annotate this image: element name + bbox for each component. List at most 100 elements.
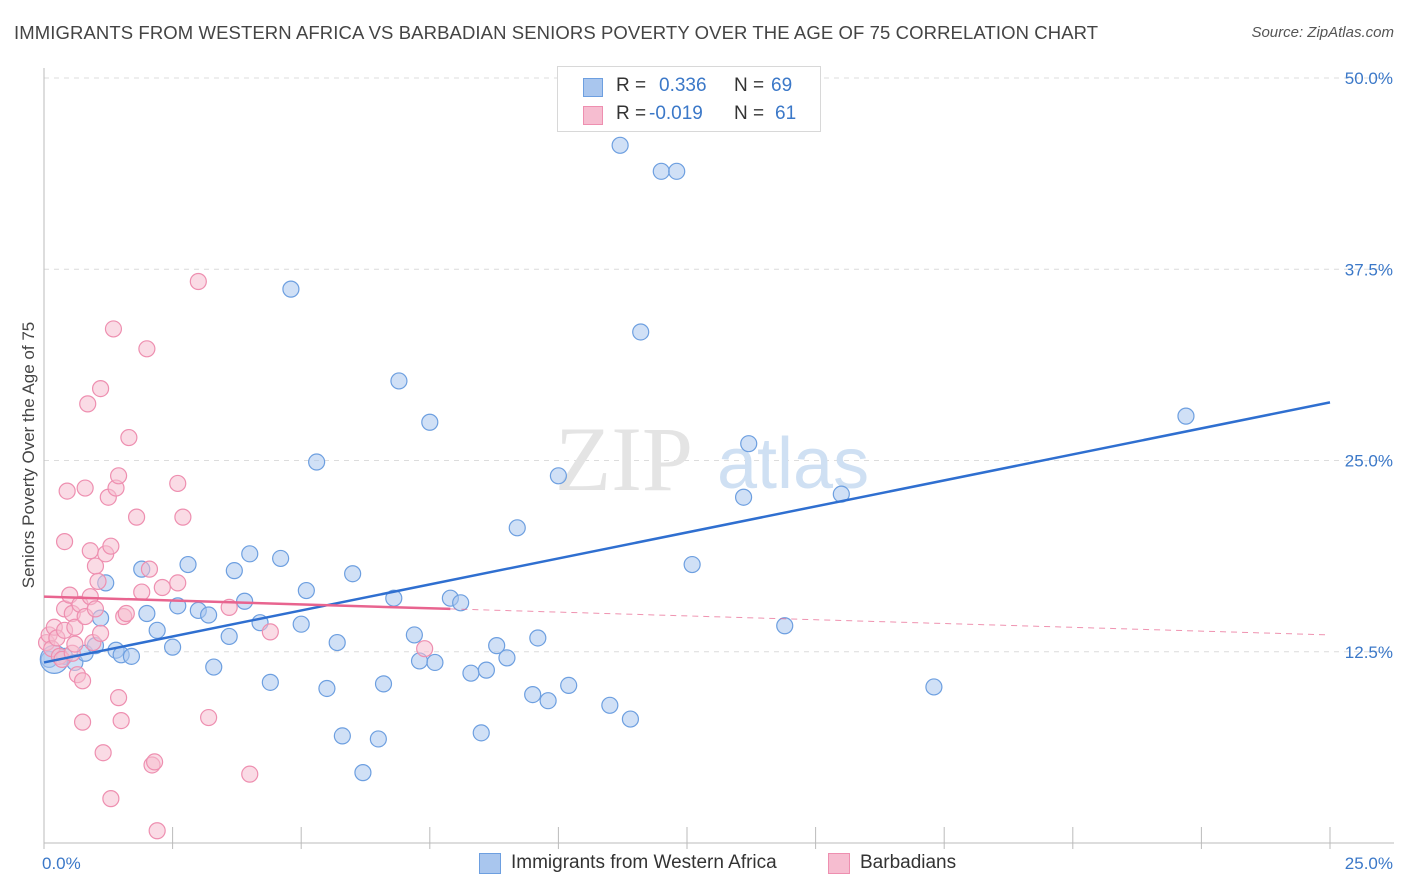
legend-r-label: R = xyxy=(616,75,647,96)
legend-swatch-blue xyxy=(479,853,501,874)
data-point xyxy=(308,453,326,471)
legend-row-western-africa: R = 0.336 N = 69 xyxy=(558,72,820,102)
watermark-zip: ZIP xyxy=(555,408,693,510)
data-point xyxy=(333,727,351,745)
trend-line-barbadians xyxy=(43,595,451,611)
data-point xyxy=(102,790,120,808)
y-tick-label: 50.0% xyxy=(1345,69,1393,88)
data-point xyxy=(426,653,444,672)
data-point xyxy=(354,764,372,782)
data-point xyxy=(120,428,138,447)
data-point xyxy=(282,280,300,298)
data-point xyxy=(76,479,94,497)
data-point xyxy=(104,320,123,338)
data-point xyxy=(421,413,439,431)
data-point xyxy=(374,675,393,693)
data-point xyxy=(462,664,480,682)
watermark: ZIP atlas xyxy=(555,408,869,510)
data-point xyxy=(560,676,578,695)
legend-r-label: R = xyxy=(616,103,647,124)
data-point xyxy=(477,661,495,679)
data-point xyxy=(925,678,943,696)
data-point xyxy=(292,615,310,633)
data-point xyxy=(241,545,259,563)
data-point xyxy=(138,604,156,623)
data-point xyxy=(390,372,408,390)
data-point xyxy=(189,272,207,291)
data-point xyxy=(79,395,97,413)
data-point xyxy=(169,474,187,493)
data-point xyxy=(86,600,105,618)
data-point xyxy=(225,562,243,580)
y-tick-label: 12.5% xyxy=(1345,643,1393,662)
data-point xyxy=(539,692,557,710)
legend-swatch-pink xyxy=(828,853,850,874)
legend-n-value: 69 xyxy=(771,75,793,96)
tick-labels: 12.5% 25.0% 37.5% 50.0% 0.0% 25.0% xyxy=(42,69,1393,873)
data-point xyxy=(117,604,135,623)
data-point xyxy=(179,555,197,574)
stats-legend: R = 0.336 N = 69 R = -0.019 N = 61 xyxy=(557,66,821,132)
data-point xyxy=(272,549,290,568)
data-point xyxy=(153,578,171,597)
data-point xyxy=(55,532,74,551)
data-point xyxy=(405,626,423,644)
axes xyxy=(43,68,1394,849)
x-tick-label-min: 0.0% xyxy=(42,854,81,873)
data-point xyxy=(112,711,130,730)
grid-lines xyxy=(44,77,1394,653)
data-point xyxy=(91,379,110,398)
data-point xyxy=(549,467,568,485)
data-point xyxy=(668,162,686,180)
legend-r-value: 0.336 xyxy=(659,75,707,96)
data-point xyxy=(488,637,506,655)
data-point xyxy=(683,555,701,574)
data-point xyxy=(164,638,182,656)
legend-swatch-blue xyxy=(583,78,603,97)
chart-title: IMMIGRANTS FROM WESTERN AFRICA VS BARBAD… xyxy=(14,22,1099,43)
data-point xyxy=(734,488,753,506)
x-tick-label-max: 25.0% xyxy=(1345,854,1393,873)
data-point xyxy=(261,623,279,641)
data-point xyxy=(58,482,76,500)
data-point xyxy=(122,647,141,665)
y-tick-label: 25.0% xyxy=(1345,452,1393,471)
data-point xyxy=(169,574,187,592)
y-tick-label: 37.5% xyxy=(1345,260,1393,279)
data-point xyxy=(261,673,279,691)
legend-r-value: -0.019 xyxy=(649,103,703,124)
trend-lines xyxy=(43,401,1331,664)
data-point xyxy=(205,658,223,676)
data-point xyxy=(740,435,758,453)
data-point xyxy=(220,627,238,646)
data-point xyxy=(632,323,650,341)
data-point xyxy=(318,679,336,698)
data-point xyxy=(297,581,315,600)
trend-line-western-africa xyxy=(43,401,1331,664)
legend-n-label: N = xyxy=(734,103,765,124)
legend-n-value: 61 xyxy=(775,103,797,124)
data-point xyxy=(140,560,159,578)
data-point xyxy=(145,753,164,771)
legend-n-label: N = xyxy=(734,75,765,96)
data-point xyxy=(241,765,259,783)
data-point xyxy=(472,724,490,742)
legend-label-barbadians: Barbadians xyxy=(860,852,957,873)
trend-line-barbadians-extension xyxy=(450,608,1331,636)
data-point xyxy=(776,617,794,635)
data-point xyxy=(91,624,110,642)
data-point xyxy=(73,713,92,731)
data-point xyxy=(236,592,254,610)
data-point xyxy=(1177,407,1195,425)
data-point xyxy=(652,162,670,180)
data-point xyxy=(81,542,99,560)
data-point xyxy=(138,340,156,358)
data-point xyxy=(200,606,218,624)
data-point xyxy=(344,565,362,583)
legend-row-barbadians: R = -0.019 N = 61 xyxy=(558,100,820,130)
data-point xyxy=(621,710,640,728)
data-point xyxy=(133,583,151,601)
data-point xyxy=(369,730,387,748)
data-point xyxy=(328,633,346,652)
data-point xyxy=(94,744,112,762)
